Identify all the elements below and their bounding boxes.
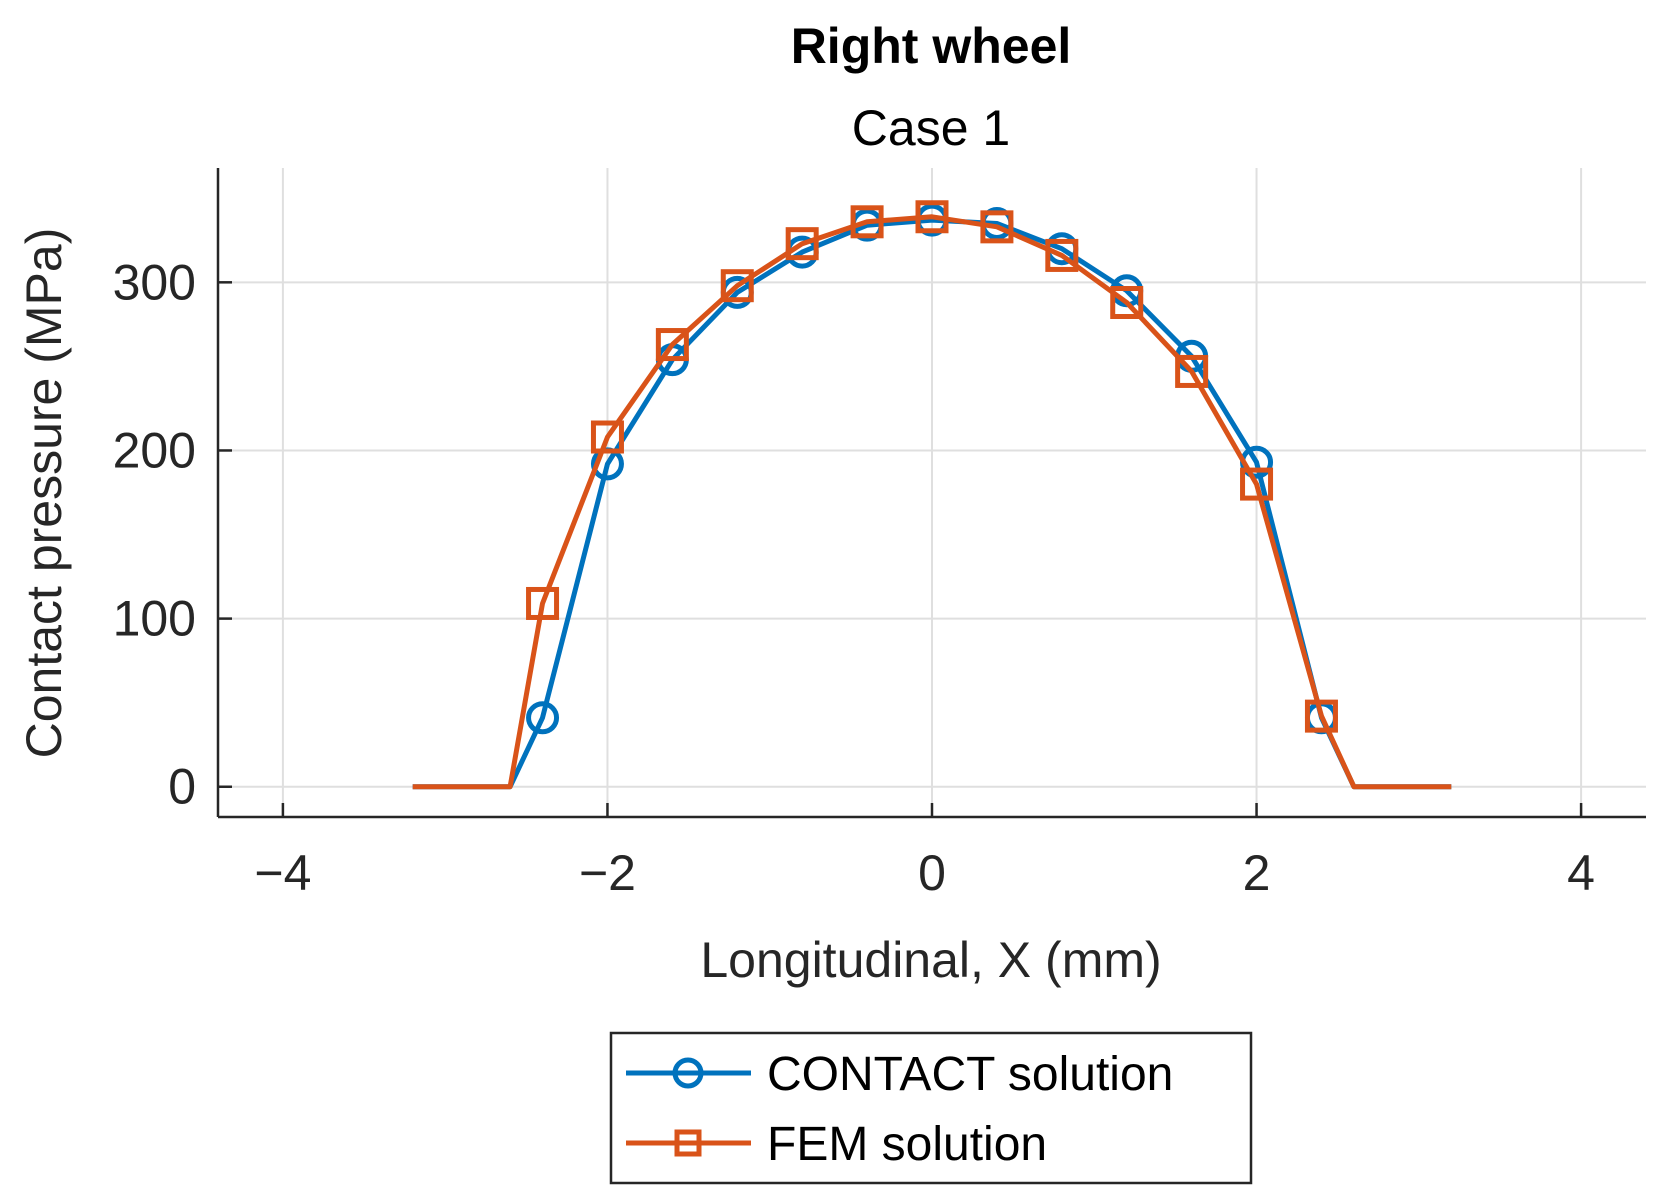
y-tick-label: 100 xyxy=(113,591,196,647)
series-1 xyxy=(412,200,1452,790)
data-point-square xyxy=(1175,354,1209,388)
series xyxy=(412,200,1452,790)
chart-title: Right wheel xyxy=(791,18,1072,74)
legend-entry: CONTACT solution xyxy=(626,1048,1173,1101)
y-axis-label: Contact pressure (MPa) xyxy=(16,228,72,759)
legend-entry: FEM solution xyxy=(626,1118,1047,1171)
data-point-square xyxy=(1240,467,1274,501)
x-axis-label: Longitudinal, X (mm) xyxy=(700,932,1161,988)
legend: CONTACT solution FEM solution xyxy=(609,1031,1253,1185)
y-tick-label: 300 xyxy=(113,254,196,310)
axes xyxy=(216,168,1646,819)
data-point-square xyxy=(655,328,689,362)
tick-labels: −4 −2 0 2 4 0 100 200 300 xyxy=(113,254,1595,901)
series-line xyxy=(412,214,1452,790)
data-point-square xyxy=(850,205,884,239)
data-point-square xyxy=(1304,699,1338,733)
chart-subtitle: Case 1 xyxy=(852,100,1010,156)
data-point-square xyxy=(526,586,560,620)
data-point-square xyxy=(720,269,754,303)
legend-label: FEM solution xyxy=(767,1118,1047,1171)
data-point-square xyxy=(590,420,624,454)
legend-marker-square xyxy=(674,1129,702,1157)
data-point-square xyxy=(1110,286,1144,320)
x-tick-label: 0 xyxy=(918,845,946,901)
x-tick-label: 2 xyxy=(1243,845,1271,901)
legend-label: CONTACT solution xyxy=(767,1048,1173,1101)
grid xyxy=(218,168,1646,817)
x-tick-label: −4 xyxy=(254,845,311,901)
data-point-square xyxy=(785,227,819,261)
legend-box xyxy=(609,1031,1253,1185)
data-point-circle xyxy=(526,701,560,735)
series-line xyxy=(412,217,1452,790)
data-point-square xyxy=(980,210,1014,244)
y-tick-label: 200 xyxy=(113,422,196,478)
data-point-square xyxy=(915,200,949,234)
legend-marker-circle xyxy=(672,1057,704,1089)
x-tick-label: −2 xyxy=(579,845,636,901)
x-tick-label: 4 xyxy=(1567,845,1595,901)
data-point-square xyxy=(1045,238,1079,272)
y-tick-label: 0 xyxy=(168,759,196,815)
